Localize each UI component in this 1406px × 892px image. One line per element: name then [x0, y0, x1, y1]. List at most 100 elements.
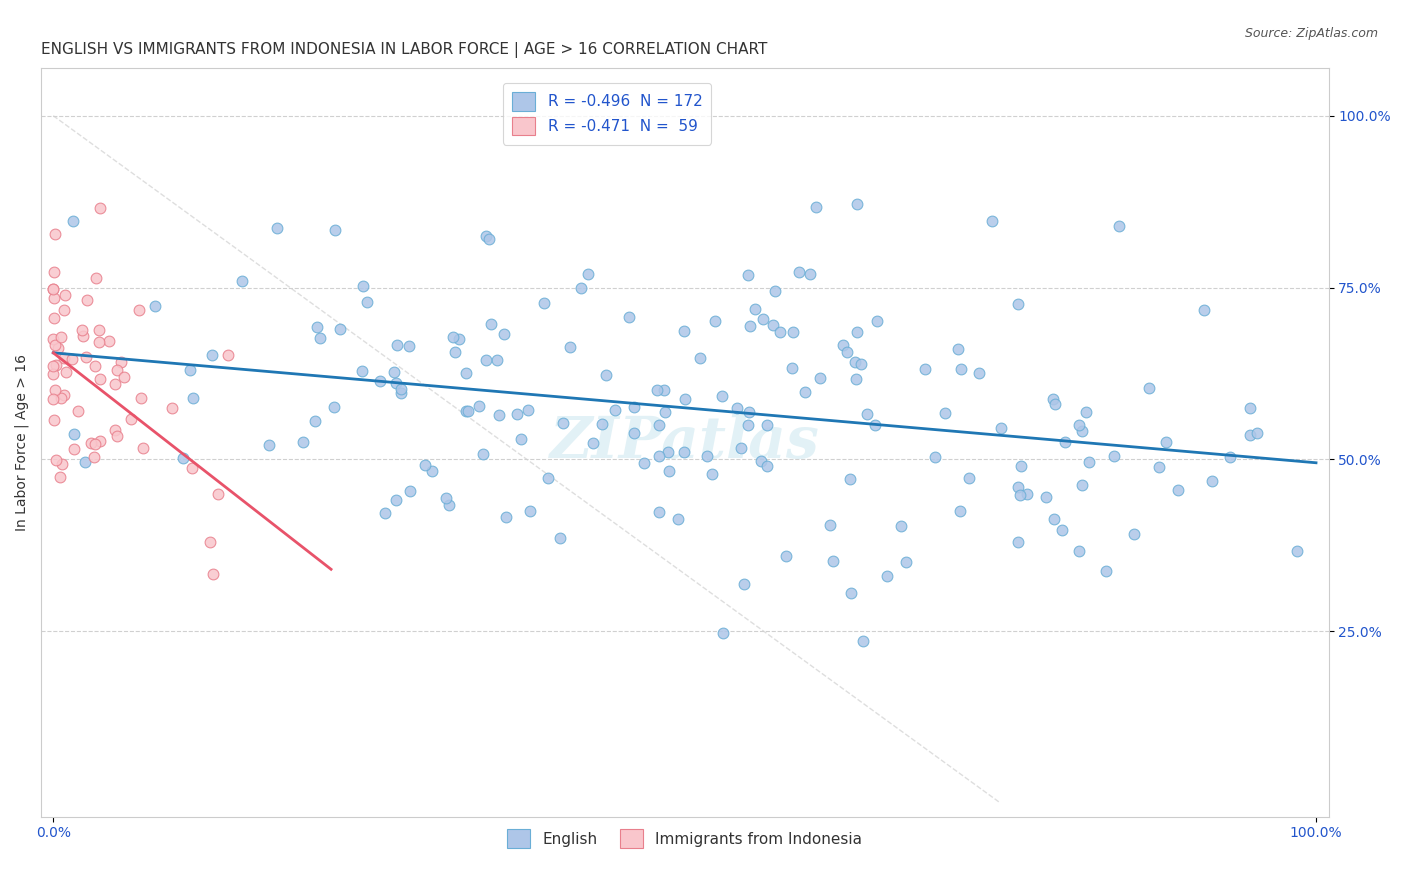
English — [605, 403, 627, 417]
English — [1010, 488, 1032, 502]
Immigrants from Indonesia — [87, 323, 110, 337]
English — [696, 449, 718, 463]
English — [63, 427, 86, 442]
English — [737, 417, 759, 432]
English — [1043, 397, 1066, 411]
English — [950, 362, 973, 376]
English — [591, 417, 613, 431]
English — [946, 342, 969, 356]
English — [1007, 479, 1029, 493]
Immigrants from Indonesia — [62, 442, 84, 457]
English — [831, 337, 853, 351]
English — [472, 447, 495, 461]
English — [304, 414, 326, 428]
English — [1035, 491, 1057, 505]
English — [474, 353, 496, 368]
Immigrants from Indonesia — [110, 354, 132, 368]
English — [1007, 534, 1029, 549]
English — [368, 374, 391, 388]
English — [456, 404, 478, 418]
Immigrants from Indonesia — [107, 363, 129, 377]
Immigrants from Indonesia — [45, 453, 67, 467]
Immigrants from Indonesia — [44, 227, 66, 241]
English — [492, 326, 515, 341]
Immigrants from Indonesia — [89, 201, 111, 215]
English — [648, 505, 671, 519]
English — [845, 372, 868, 386]
Immigrants from Indonesia — [87, 334, 110, 349]
English — [506, 407, 529, 421]
English — [1069, 418, 1091, 433]
English — [749, 454, 772, 468]
English — [441, 329, 464, 343]
English — [291, 434, 314, 449]
English — [775, 549, 797, 563]
Text: ENGLISH VS IMMIGRANTS FROM INDONESIA IN LABOR FORCE | AGE > 16 CORRELATION CHART: ENGLISH VS IMMIGRANTS FROM INDONESIA IN … — [41, 42, 768, 58]
Immigrants from Indonesia — [52, 388, 75, 402]
English — [763, 284, 786, 298]
English — [468, 399, 491, 413]
English — [846, 325, 869, 339]
English — [576, 267, 599, 281]
English — [657, 444, 679, 458]
Immigrants from Indonesia — [103, 424, 125, 438]
English — [1095, 564, 1118, 578]
Immigrants from Indonesia — [83, 450, 105, 465]
English — [737, 268, 759, 283]
English — [516, 403, 538, 417]
Immigrants from Indonesia — [42, 282, 65, 296]
English — [1102, 449, 1125, 463]
Text: ZIPatlas: ZIPatlas — [550, 414, 820, 470]
English — [808, 371, 831, 385]
English — [352, 279, 374, 293]
Immigrants from Indonesia — [42, 282, 65, 296]
English — [740, 319, 762, 334]
English — [957, 471, 980, 485]
Immigrants from Indonesia — [207, 487, 229, 501]
English — [733, 576, 755, 591]
Immigrants from Indonesia — [42, 291, 65, 305]
English — [485, 352, 508, 367]
Immigrants from Indonesia — [51, 391, 73, 405]
English — [756, 417, 779, 432]
English — [652, 383, 675, 397]
English — [537, 471, 560, 485]
English — [323, 400, 346, 414]
English — [1192, 303, 1215, 318]
English — [1286, 544, 1309, 558]
English — [456, 366, 478, 380]
English — [1201, 474, 1223, 488]
English — [866, 314, 889, 328]
Legend: English, Immigrants from Indonesia: English, Immigrants from Indonesia — [501, 823, 869, 854]
English — [1007, 296, 1029, 310]
English — [672, 445, 695, 459]
Immigrants from Indonesia — [105, 429, 128, 443]
English — [844, 355, 866, 369]
Immigrants from Indonesia — [67, 404, 90, 418]
English — [673, 392, 696, 406]
English — [384, 493, 406, 508]
English — [329, 322, 352, 336]
English — [1010, 459, 1032, 474]
English — [703, 314, 725, 328]
English — [647, 449, 669, 463]
English — [1015, 487, 1038, 501]
English — [654, 405, 676, 419]
English — [495, 510, 517, 524]
Immigrants from Indonesia — [132, 441, 155, 455]
Immigrants from Indonesia — [60, 352, 83, 367]
English — [398, 339, 420, 353]
English — [399, 483, 422, 498]
English — [1074, 405, 1097, 419]
English — [1071, 478, 1094, 492]
English — [876, 569, 898, 583]
Immigrants from Indonesia — [49, 330, 72, 344]
English — [307, 320, 329, 334]
English — [356, 294, 378, 309]
English — [700, 467, 723, 482]
Immigrants from Indonesia — [112, 370, 135, 384]
English — [62, 213, 84, 227]
English — [257, 438, 280, 452]
English — [519, 504, 541, 518]
English — [1070, 424, 1092, 438]
